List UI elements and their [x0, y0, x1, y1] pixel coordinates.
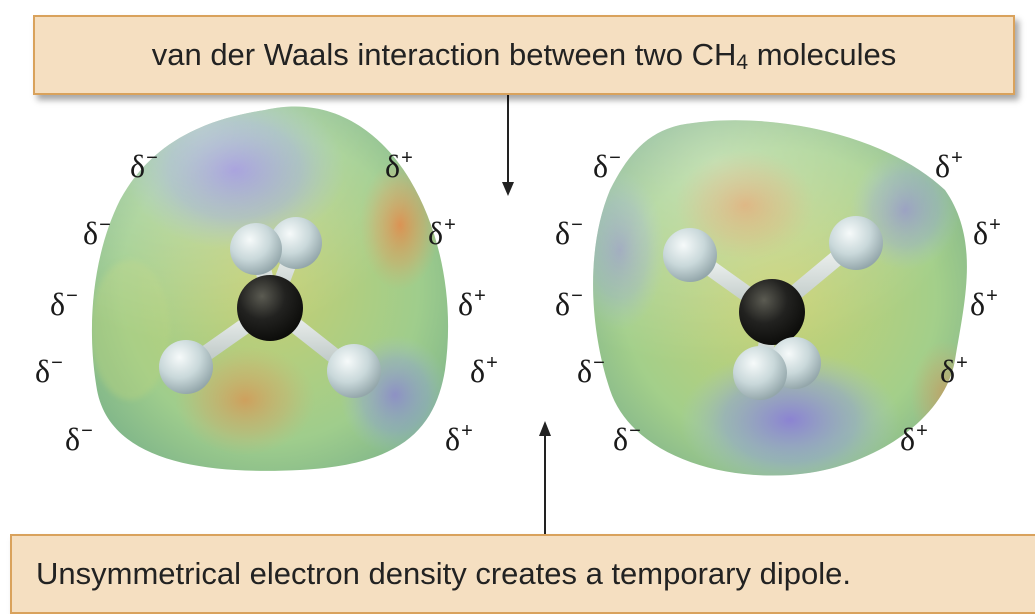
bottom-caption-text: Unsymmetrical electron density creates a… — [36, 556, 851, 591]
top-caption-text: van der Waals interaction between two CH — [151, 37, 737, 72]
hydrogen-atom — [733, 346, 787, 400]
carbon-atom — [739, 279, 805, 345]
left-molecule-positive-charge-2: δ+ — [428, 214, 456, 251]
hydrogen-atom — [270, 217, 322, 269]
top-caption-box: van der Waals interaction between two CH… — [33, 15, 1015, 95]
hydrogen-atom — [663, 228, 717, 282]
left-molecule-negative-charge-4: δ− — [35, 352, 63, 389]
left-molecule-positive-charge-5: δ+ — [445, 420, 473, 457]
hydrogen-atom — [327, 344, 381, 398]
hydrogen-atom — [159, 340, 213, 394]
top-caption-subscript: 4 — [736, 51, 749, 74]
right-molecule-negative-charge-4: δ− — [577, 352, 605, 389]
right-molecule-surface — [593, 120, 967, 476]
left-molecule-negative-charge-5: δ− — [65, 420, 93, 457]
left-molecule-positive-charge-4: δ+ — [470, 352, 498, 389]
hydrogen-atom — [829, 216, 883, 270]
right-molecule-positive-charge-4: δ+ — [940, 352, 968, 389]
bottom-pointer-arrow — [539, 421, 551, 534]
right-molecule-negative-charge-2: δ− — [555, 214, 583, 251]
right-molecule-negative-charge-3: δ− — [555, 285, 583, 322]
top-pointer-arrow — [502, 95, 514, 196]
left-molecule-negative-charge-1: δ− — [130, 147, 158, 184]
left-molecule-positive-charge-3: δ+ — [458, 285, 486, 322]
carbon-atom — [237, 275, 303, 341]
left-molecule-positive-charge-1: δ+ — [385, 147, 413, 184]
right-molecule-positive-charge-3: δ+ — [970, 285, 998, 322]
right-methane-model — [663, 216, 883, 400]
right-molecule-positive-charge-1: δ+ — [935, 147, 963, 184]
right-molecule-positive-charge-5: δ+ — [900, 420, 928, 457]
top-caption-text-after: molecules — [748, 37, 897, 72]
left-molecule-negative-charge-2: δ− — [83, 214, 111, 251]
right-molecule-negative-charge-5: δ− — [613, 420, 641, 457]
hydrogen-atom — [230, 223, 282, 275]
left-methane-model — [159, 217, 381, 398]
right-molecule-negative-charge-1: δ− — [593, 147, 621, 184]
left-molecule-negative-charge-3: δ− — [50, 285, 78, 322]
bottom-caption-box: Unsymmetrical electron density creates a… — [10, 534, 1035, 614]
right-molecule-positive-charge-2: δ+ — [973, 214, 1001, 251]
